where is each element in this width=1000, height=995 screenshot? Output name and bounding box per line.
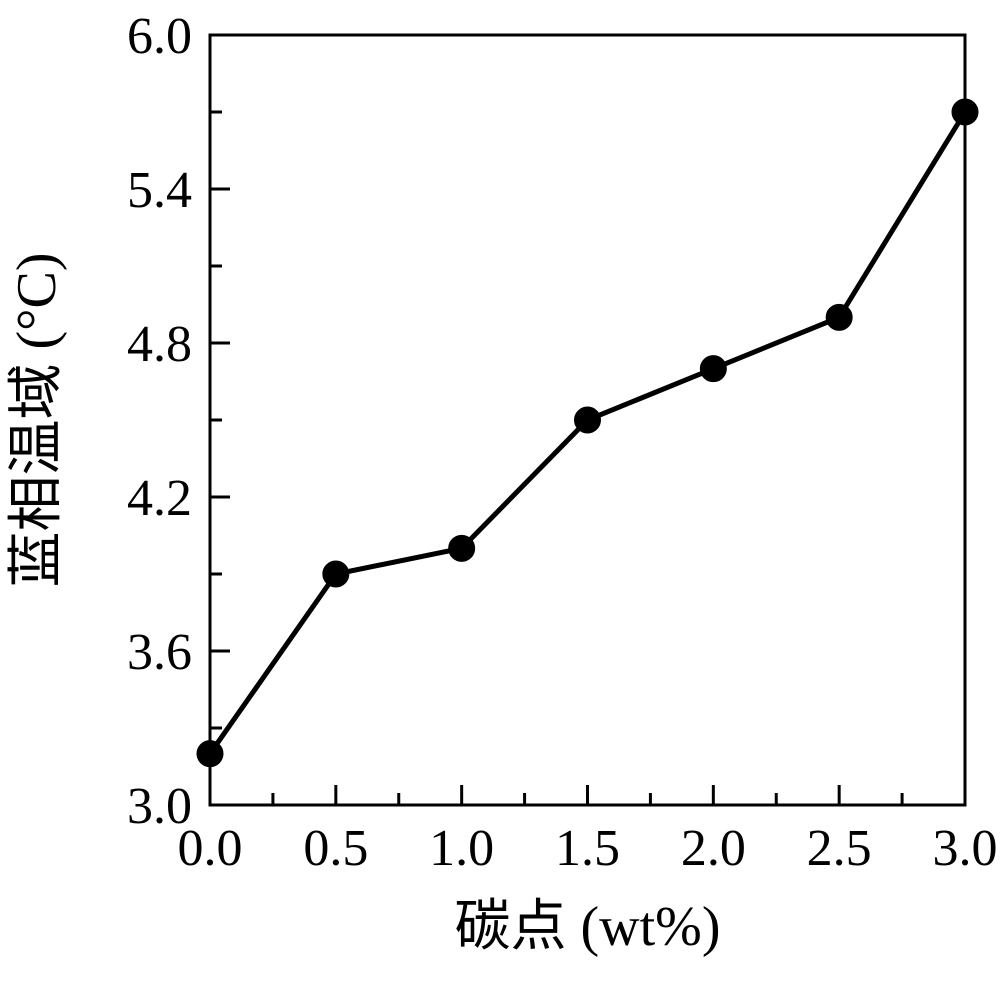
x-tick-label: 1.0	[429, 820, 494, 877]
data-marker	[700, 356, 726, 382]
x-tick-label: 2.0	[681, 820, 746, 877]
y-tick-label: 3.6	[127, 624, 192, 681]
x-tick-label: 3.0	[933, 820, 998, 877]
data-marker	[197, 741, 223, 767]
x-tick-label: 1.5	[555, 820, 620, 877]
data-marker	[575, 407, 601, 433]
y-tick-label: 5.4	[127, 162, 192, 219]
data-marker	[449, 535, 475, 561]
y-axis-label: 蓝相温域 (°C)	[6, 252, 68, 587]
y-tick-label: 6.0	[127, 8, 192, 65]
x-axis-label: 碳点 (wt%)	[455, 896, 721, 958]
x-tick-label: 2.5	[807, 820, 872, 877]
x-tick-label: 0.5	[303, 820, 368, 877]
data-marker	[952, 99, 978, 125]
data-marker	[826, 304, 852, 330]
chart-container: 0.00.51.01.52.02.53.03.03.64.24.85.46.0碳…	[0, 0, 1000, 995]
y-tick-label: 3.0	[127, 778, 192, 835]
y-tick-label: 4.2	[127, 470, 192, 527]
line-chart: 0.00.51.01.52.02.53.03.03.64.24.85.46.0碳…	[0, 0, 1000, 995]
data-marker	[323, 561, 349, 587]
y-tick-label: 4.8	[127, 316, 192, 373]
